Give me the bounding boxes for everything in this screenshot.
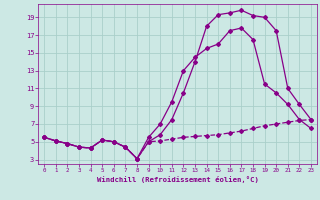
X-axis label: Windchill (Refroidissement éolien,°C): Windchill (Refroidissement éolien,°C) [97, 176, 259, 183]
